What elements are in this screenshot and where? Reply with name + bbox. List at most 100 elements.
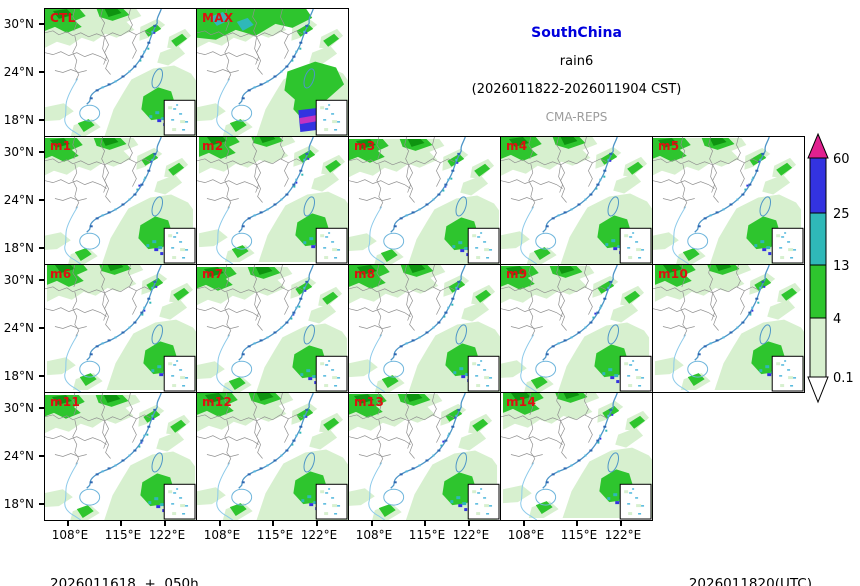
lat-tick: [39, 375, 44, 377]
map-panel-m8: m8: [348, 264, 501, 393]
colorbar-segment-heavy: [809, 157, 827, 214]
lat-tick-label: 24°N: [3, 449, 34, 463]
title-block: SouthChina rain6 (2026011822-2026011904 …: [348, 8, 805, 136]
lon-tick-label: 122°E: [300, 528, 338, 542]
lon-tick-label: 115°E: [256, 528, 294, 542]
lon-tick: [67, 521, 69, 526]
lon-tick: [576, 521, 578, 526]
lon-tick: [620, 521, 622, 526]
lon-tick: [371, 521, 373, 526]
colorbar-arrow-top: [807, 132, 829, 159]
colorbar-arrow-bottom: [807, 376, 829, 404]
panel-label: m9: [506, 267, 528, 281]
map: [653, 137, 804, 264]
map: [197, 9, 348, 136]
lon-axis-col-1: 108°E 115°E 122°E: [44, 521, 197, 547]
panel-label: m14: [506, 395, 537, 409]
map: [349, 393, 500, 520]
lat-tick-label: 24°N: [3, 193, 34, 207]
map: [653, 265, 804, 392]
model-title: CMA-REPS: [545, 110, 608, 124]
map-panel-m2: m2: [196, 136, 349, 265]
colorbar-segment-moderate: [809, 212, 827, 266]
map: [45, 9, 196, 136]
lat-tick: [39, 199, 44, 201]
map-panel-m7: m7: [196, 264, 349, 393]
valid-time-block: 2026011820(UTC) 2026011904(CST): [689, 542, 812, 586]
lon-tick-label: 108°E: [507, 528, 545, 542]
variable-title: rain6: [559, 54, 594, 69]
panel-label: m12: [202, 395, 233, 409]
lon-tick: [164, 521, 166, 526]
lat-tick: [39, 23, 44, 25]
lon-tick-label: 122°E: [452, 528, 490, 542]
lon-axis-col-2: 108°E 115°E 122°E: [196, 521, 349, 547]
colorbar-segment-trace: [809, 317, 827, 378]
map-panel-m3: m3: [348, 136, 501, 265]
colorbar-label: 25: [833, 207, 850, 222]
lat-tick: [39, 119, 44, 121]
region-title: SouthChina: [531, 25, 622, 41]
lon-tick-label: 108°E: [203, 528, 241, 542]
map-panel-m12: m12: [196, 392, 349, 521]
map-panel-m14: m14: [500, 392, 653, 521]
lat-axis-row-1: 30°N 24°N 18°N: [0, 8, 44, 137]
init-time-block: 2026011618 + 050h 2026011702 + 050h: [50, 542, 199, 586]
lat-tick-label: 18°N: [3, 369, 34, 383]
lon-tick: [272, 521, 274, 526]
lon-tick-label: 108°E: [355, 528, 393, 542]
lat-tick: [39, 407, 44, 409]
lat-tick: [39, 327, 44, 329]
lat-tick-label: 18°N: [3, 113, 34, 127]
lat-tick-label: 30°N: [3, 17, 34, 31]
panel-label: m13: [354, 395, 385, 409]
lat-tick-label: 30°N: [3, 145, 34, 159]
map: [197, 265, 348, 392]
panel-label: m7: [202, 267, 224, 281]
map: [45, 137, 196, 264]
lat-tick: [39, 71, 44, 73]
panel-label: m5: [658, 139, 680, 153]
lat-tick-label: 24°N: [3, 65, 34, 79]
map: [349, 265, 500, 392]
map-panel-m10: m10: [652, 264, 805, 393]
lat-axis-row-4: 30°N 24°N 18°N: [0, 392, 44, 521]
colorbar-label: 13: [833, 259, 850, 274]
lat-tick: [39, 503, 44, 505]
lon-tick: [523, 521, 525, 526]
lon-tick: [468, 521, 470, 526]
lon-tick-label: 122°E: [148, 528, 186, 542]
lat-tick-label: 18°N: [3, 497, 34, 511]
lon-tick-label: 122°E: [604, 528, 642, 542]
map-panel-max: MAX: [196, 8, 349, 137]
panel-label: m6: [50, 267, 72, 281]
lat-axis-row-2: 30°N 24°N 18°N: [0, 136, 44, 265]
lat-tick: [39, 279, 44, 281]
map: [501, 265, 652, 392]
panel-label: MAX: [202, 11, 234, 25]
lon-axis-col-3: 108°E 115°E 122°E: [348, 521, 501, 547]
panel-label: CTL: [50, 11, 76, 25]
panel-label: m8: [354, 267, 376, 281]
panel-label: m2: [202, 139, 224, 153]
map-panel-m4: m4: [500, 136, 653, 265]
map: [197, 393, 348, 520]
lon-tick-label: 115°E: [408, 528, 446, 542]
lat-tick-label: 30°N: [3, 401, 34, 415]
lat-tick: [39, 455, 44, 457]
lon-tick-label: 108°E: [51, 528, 89, 542]
lon-tick: [316, 521, 318, 526]
panel-label: m3: [354, 139, 376, 153]
map-panel-ctl: CTL: [44, 8, 197, 137]
map-panel-m6: m6: [44, 264, 197, 393]
lat-tick-label: 24°N: [3, 321, 34, 335]
panel-label: m4: [506, 139, 528, 153]
lon-axis-col-4: 108°E 115°E 122°E: [500, 521, 653, 547]
colorbar-label: 4: [833, 312, 841, 327]
colorbar-label: 60: [833, 152, 850, 167]
map: [197, 137, 348, 264]
lon-tick: [424, 521, 426, 526]
period-title: (2026011822-2026011904 CST): [471, 82, 682, 97]
panel-label: m11: [50, 395, 81, 409]
